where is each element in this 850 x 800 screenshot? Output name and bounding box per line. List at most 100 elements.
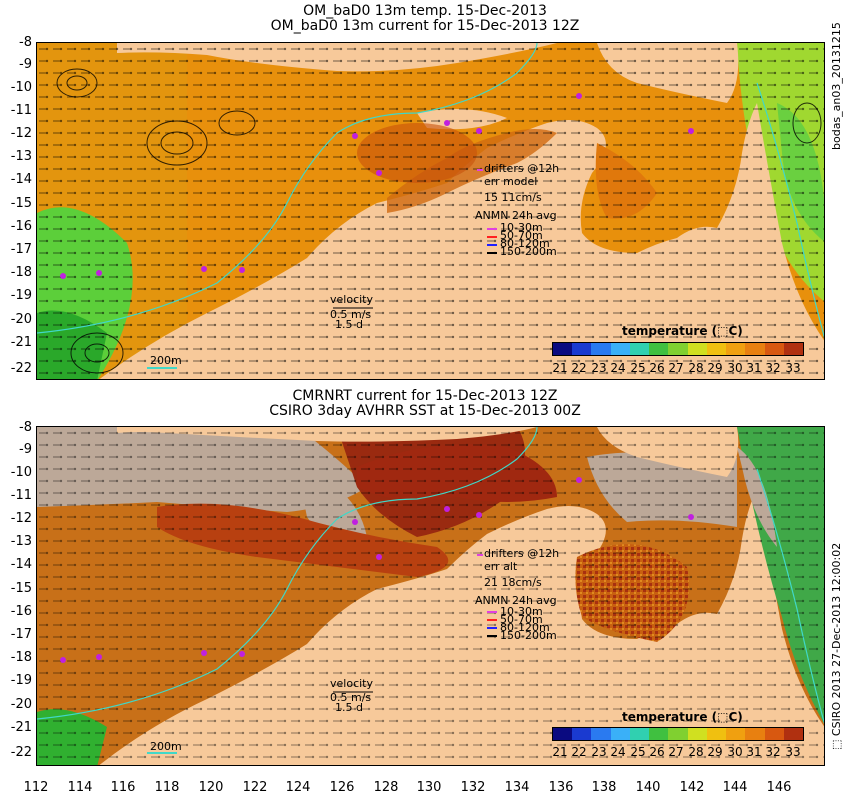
top-y-tick: -18 — [10, 265, 32, 280]
top-y-tick: -16 — [10, 219, 32, 234]
eddies — [56, 68, 822, 374]
bottom-y-tick: -11 — [10, 488, 32, 503]
bottom-y-tick: -22 — [10, 745, 32, 760]
bottom-depth-1: 10-30m — [500, 605, 543, 618]
x-tick: 144 — [722, 780, 748, 795]
bottom-err-value: 21 18cm/s — [484, 576, 542, 589]
top-scale-label: 200m — [150, 354, 182, 367]
bottom-colorbar — [552, 727, 804, 741]
top-title-line1: OM_baD0 13m temp. 15-Dec-2013 — [303, 3, 547, 19]
bottom-title-line2: CSIRO 3day AVHRR SST at 15-Dec-2013 00Z — [269, 403, 581, 419]
legend-arrows — [147, 169, 497, 369]
bottom-y-tick: -18 — [10, 650, 32, 665]
bottom-y-tick: -8 — [19, 420, 32, 435]
top-map-svg — [37, 43, 824, 379]
top-side-text: bodas_an03_20131215 — [830, 22, 843, 150]
current-vectors — [37, 43, 824, 379]
top-cbar-tick: 22 — [571, 361, 587, 375]
top-y-tick: -20 — [10, 312, 32, 327]
bottom-depth-4: 150-200m — [500, 629, 557, 642]
bottom-cbar-tick: 33 — [785, 745, 801, 759]
top-map-panel — [36, 42, 825, 380]
x-tick: 136 — [548, 780, 574, 795]
top-y-tick: -11 — [10, 103, 32, 118]
bottom-cbar-tick: 21 — [552, 745, 568, 759]
top-y-tick: -22 — [10, 361, 32, 376]
bottom-cbar-tick: 23 — [591, 745, 607, 759]
top-cbar-tick: 30 — [727, 361, 743, 375]
top-y-tick: -19 — [10, 288, 32, 303]
bottom-map-svg — [37, 427, 824, 765]
bottom-title-line1: CMRNRT current for 15-Dec-2013 12Z — [292, 388, 558, 404]
bottom-err-label: err alt — [484, 560, 518, 573]
bottom-side-text: ⬚ CSIRO 2013 27-Dec-2013 12:00:02 — [830, 542, 843, 750]
x-tick: 112 — [23, 780, 49, 795]
x-tick: 118 — [154, 780, 180, 795]
top-anmn-label: ANMN 24h avg — [475, 209, 557, 222]
bottom-depth-3: 80-120m — [500, 621, 550, 634]
top-y-tick: -14 — [10, 172, 32, 187]
bottom-y-tick: -15 — [10, 581, 32, 596]
bottom-y-tick: -14 — [10, 557, 32, 572]
top-colorbar — [552, 342, 804, 356]
bottom-colorbar-title: temperature (⬚C) — [622, 710, 743, 724]
bottom-y-tick: -10 — [10, 465, 32, 480]
bottom-y-tick: -16 — [10, 604, 32, 619]
bottom-y-tick: -17 — [10, 627, 32, 642]
bottom-velocity-label: velocity — [330, 677, 373, 690]
top-err-label: err model — [484, 175, 538, 188]
bottom-velocity-time: 1.5 d — [335, 701, 363, 714]
top-cbar-tick: 24 — [610, 361, 626, 375]
top-y-tick: -9 — [19, 57, 32, 72]
top-y-tick: -10 — [10, 80, 32, 95]
top-cbar-tick: 28 — [688, 361, 704, 375]
x-tick: 128 — [373, 780, 399, 795]
bottom-cbar-tick: 24 — [610, 745, 626, 759]
top-drifters-label: drifters @12h — [484, 162, 560, 175]
top-y-tick: -8 — [19, 35, 32, 50]
current-vectors — [37, 427, 824, 765]
x-tick: 114 — [67, 780, 93, 795]
bottom-depth-2: 50-70m — [500, 613, 543, 626]
bottom-y-tick: -13 — [10, 534, 32, 549]
top-velocity-label: velocity — [330, 293, 373, 306]
top-title-line2: OM_baD0 13m current for 15-Dec-2013 12Z — [270, 18, 580, 34]
x-tick: 132 — [460, 780, 486, 795]
top-y-tick: -21 — [10, 335, 32, 350]
top-cbar-tick: 33 — [785, 361, 801, 375]
top-cbar-tick: 27 — [668, 361, 684, 375]
bottom-y-tick: -12 — [10, 511, 32, 526]
bottom-y-tick: -21 — [10, 720, 32, 735]
bottom-cbar-tick: 29 — [707, 745, 723, 759]
x-tick: 122 — [242, 780, 268, 795]
legend-arrows — [147, 554, 497, 754]
isobath-200m — [37, 43, 538, 334]
bottom-velocity-value: 0.5 m/s — [330, 691, 372, 704]
drifter-markers — [60, 93, 694, 279]
top-velocity-time: 1.5 d — [335, 318, 363, 331]
top-y-tick: -15 — [10, 196, 32, 211]
x-tick: 142 — [679, 780, 705, 795]
x-tick: 140 — [635, 780, 661, 795]
top-cbar-tick: 32 — [765, 361, 781, 375]
x-tick: 134 — [504, 780, 530, 795]
x-tick: 126 — [329, 780, 355, 795]
x-tick: 146 — [766, 780, 792, 795]
isobath-200m — [37, 427, 538, 720]
x-tick: 120 — [198, 780, 224, 795]
top-depth-4: 150-200m — [500, 245, 557, 258]
bottom-y-tick: -19 — [10, 673, 32, 688]
top-cbar-tick: 21 — [552, 361, 568, 375]
top-colorbar-title: temperature (⬚C) — [622, 324, 743, 338]
bottom-scale-label: 200m — [150, 740, 182, 753]
bottom-cbar-tick: 25 — [630, 745, 646, 759]
top-cbar-tick: 26 — [649, 361, 665, 375]
top-cbar-tick: 31 — [746, 361, 762, 375]
top-cbar-tick: 25 — [630, 361, 646, 375]
top-y-tick: -13 — [10, 149, 32, 164]
top-cbar-tick: 23 — [591, 361, 607, 375]
x-tick: 116 — [110, 780, 136, 795]
top-velocity-value: 0.5 m/s — [330, 308, 372, 321]
bottom-cbar-tick: 26 — [649, 745, 665, 759]
top-y-tick: -12 — [10, 126, 32, 141]
